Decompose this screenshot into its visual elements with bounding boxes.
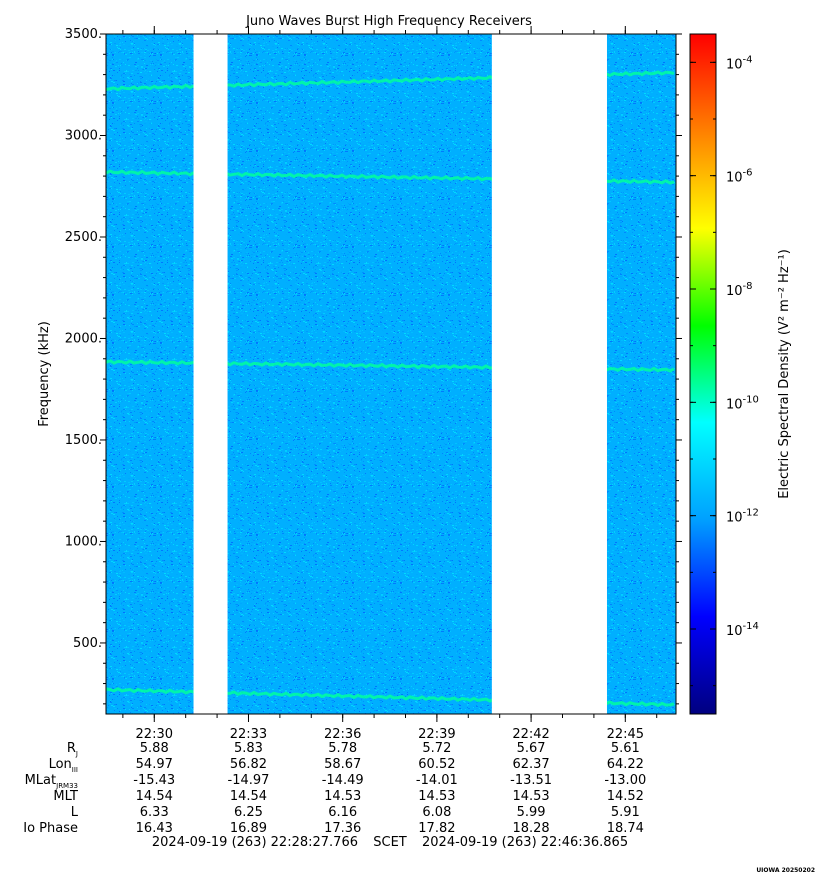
x-tick-label: 22:30 (136, 727, 173, 742)
ephemeris-value: 58.67 (324, 757, 361, 772)
ephemeris-value: 14.54 (136, 789, 173, 804)
ephemeris-value: -14.01 (416, 773, 458, 788)
y-tick-label: 500. (73, 636, 102, 651)
ephemeris-value: 17.36 (324, 821, 361, 836)
colorbar-gradient (689, 33, 717, 715)
ephemeris-value: 16.43 (136, 821, 173, 836)
axes: 500. 1000. 1500. 2000. 2500. 3000. 3500. Freque… (37, 26, 682, 742)
ephemeris-table: RJ 5.88 5.83 5.78 5.72 5.67 5.61 LonIII 54.97 56.… (23, 741, 646, 836)
colorbar-tick-label: 10-10 (726, 394, 759, 412)
colorbar-tick-label: 10-12 (726, 508, 759, 526)
ephemeris-value: 6.16 (328, 805, 357, 820)
ephemeris-value: 14.53 (324, 789, 361, 804)
y-tick-label: 2500. (65, 230, 102, 245)
ephemeris-value: -14.49 (322, 773, 364, 788)
ephemeris-value: 56.82 (230, 757, 267, 772)
ephemeris-value: -13.00 (604, 773, 646, 788)
y-tick-label: 3000. (65, 128, 102, 143)
x-tick-label: 22:33 (230, 727, 267, 742)
ephemeris-value: 64.22 (607, 757, 644, 772)
ephemeris-value: 60.52 (418, 757, 455, 772)
footer-start-time: 2024-09-19 (263) 22:28:27.766 (152, 835, 358, 850)
y-tick-label: 2000. (65, 331, 102, 346)
ephemeris-value: 14.54 (230, 789, 267, 804)
ephemeris-value: 5.88 (140, 741, 169, 756)
data-gap (193, 34, 228, 714)
ephemeris-value: 14.53 (512, 789, 549, 804)
ephemeris-value: 5.61 (611, 741, 640, 756)
ephemeris-value: 14.53 (418, 789, 455, 804)
credit-label: UIOWA 20250202 (756, 867, 815, 874)
ephemeris-value: 14.52 (607, 789, 644, 804)
colorbar: 10-14 10-12 10-10 10-8 10-6 10-4 Electric Spec… (689, 33, 792, 715)
colorbar-tick-label: 10-4 (726, 54, 753, 72)
colorbar-tick-label: 10-6 (726, 168, 753, 186)
x-tick-label: 22:39 (418, 727, 455, 742)
ephemeris-value: -13.51 (510, 773, 552, 788)
ephemeris-value: 5.83 (234, 741, 263, 756)
ephemeris-value: 5.78 (328, 741, 357, 756)
ephemeris-row-label: MLT (53, 789, 78, 804)
ephemeris-value: 5.99 (517, 805, 546, 820)
ephemeris-value: 6.08 (422, 805, 451, 820)
ephemeris-value: 5.91 (611, 805, 640, 820)
x-tick-label: 22:36 (324, 727, 361, 742)
x-tick-label: 22:45 (607, 727, 644, 742)
ephemeris-row-label: MLatJRM33 (25, 773, 78, 790)
ephemeris-value: 6.25 (234, 805, 263, 820)
chart-title: Juno Waves Burst High Frequency Receiver… (245, 14, 532, 29)
ephemeris-value: 62.37 (512, 757, 549, 772)
ephemeris-value: 16.89 (230, 821, 267, 836)
colorbar-tick-label: 10-8 (726, 281, 753, 299)
ephemeris-value: 18.74 (607, 821, 644, 836)
ephemeris-row-label: Io Phase (23, 821, 78, 836)
plot-area (105, 34, 676, 714)
colorbar-tick-label: 10-14 (726, 621, 759, 639)
ephemeris-value: 54.97 (136, 757, 173, 772)
ephemeris-row-label: LonIII (49, 757, 78, 774)
ephemeris-value: -15.43 (133, 773, 175, 788)
plot-frame (105, 33, 677, 715)
ephemeris-value: 17.82 (418, 821, 455, 836)
footer-time-frame: SCET (373, 835, 407, 850)
ephemeris-value: 18.28 (512, 821, 549, 836)
ephemeris-value: 6.33 (140, 805, 169, 820)
ephemeris-row-label: RJ (67, 741, 78, 758)
colorbar-label: Electric Spectral Density (V² m⁻² Hz⁻¹) (777, 249, 792, 499)
y-tick-label: 1000. (65, 534, 102, 549)
y-tick-label: 1500. (65, 433, 102, 448)
ephemeris-value: 5.72 (422, 741, 451, 756)
data-gap (491, 34, 607, 714)
ephemeris-value: 5.67 (517, 741, 546, 756)
ephemeris-value: -14.97 (228, 773, 270, 788)
ephemeris-row-label: L (71, 805, 79, 820)
y-tick-label: 3500. (65, 27, 102, 42)
footer-end-time: 2024-09-19 (263) 22:46:36.865 (422, 835, 628, 850)
y-axis-label: Frequency (kHz) (37, 321, 52, 427)
x-tick-label: 22:42 (512, 727, 549, 742)
